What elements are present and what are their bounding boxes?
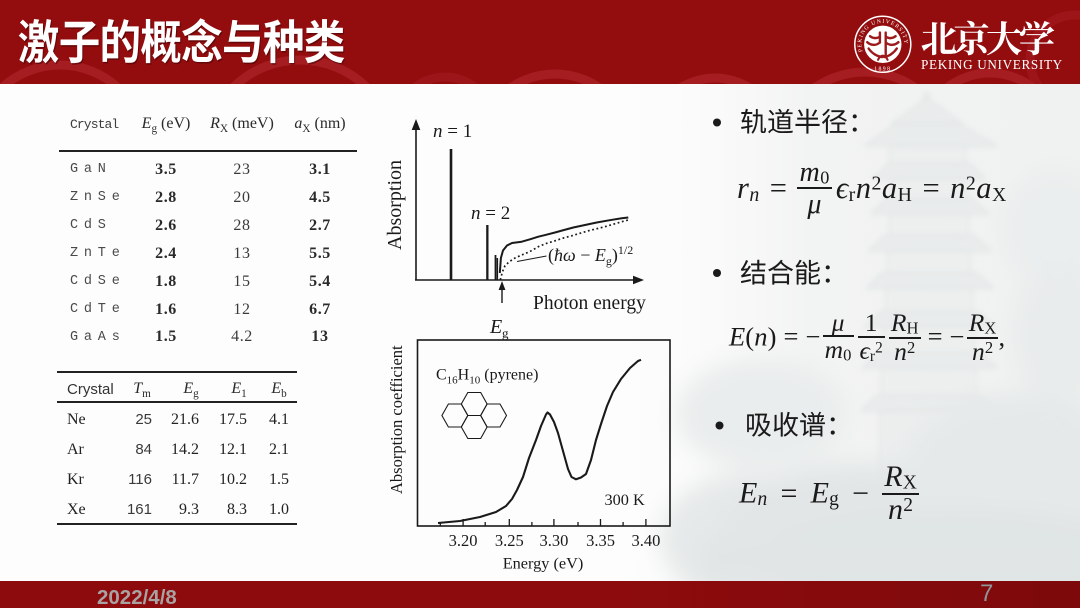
svg-text:1898: 1898: [874, 66, 891, 72]
svg-text:(ħω − Eg)1/2: (ħω − Eg)1/2: [548, 243, 633, 268]
svg-text:C16H10 (pyrene): C16H10 (pyrene): [436, 367, 538, 387]
svg-text:3.20: 3.20: [449, 531, 478, 550]
svg-text:Absorption coefficient: Absorption coefficient: [387, 345, 406, 494]
svg-text:Absorption: Absorption: [384, 160, 406, 250]
svg-text:Energy (eV): Energy (eV): [503, 554, 584, 573]
svg-text:g: g: [502, 326, 509, 341]
svg-text:E: E: [489, 316, 502, 338]
svg-text:n = 2: n = 2: [471, 203, 510, 224]
svg-text:3.25: 3.25: [495, 531, 524, 550]
svg-text:Photon energy: Photon energy: [533, 293, 646, 314]
svg-text:3.40: 3.40: [631, 531, 660, 550]
svg-text:300 K: 300 K: [605, 490, 645, 509]
svg-text:n = 1: n = 1: [433, 121, 472, 142]
svg-text:3.35: 3.35: [586, 531, 615, 550]
svg-text:3.30: 3.30: [539, 531, 568, 550]
